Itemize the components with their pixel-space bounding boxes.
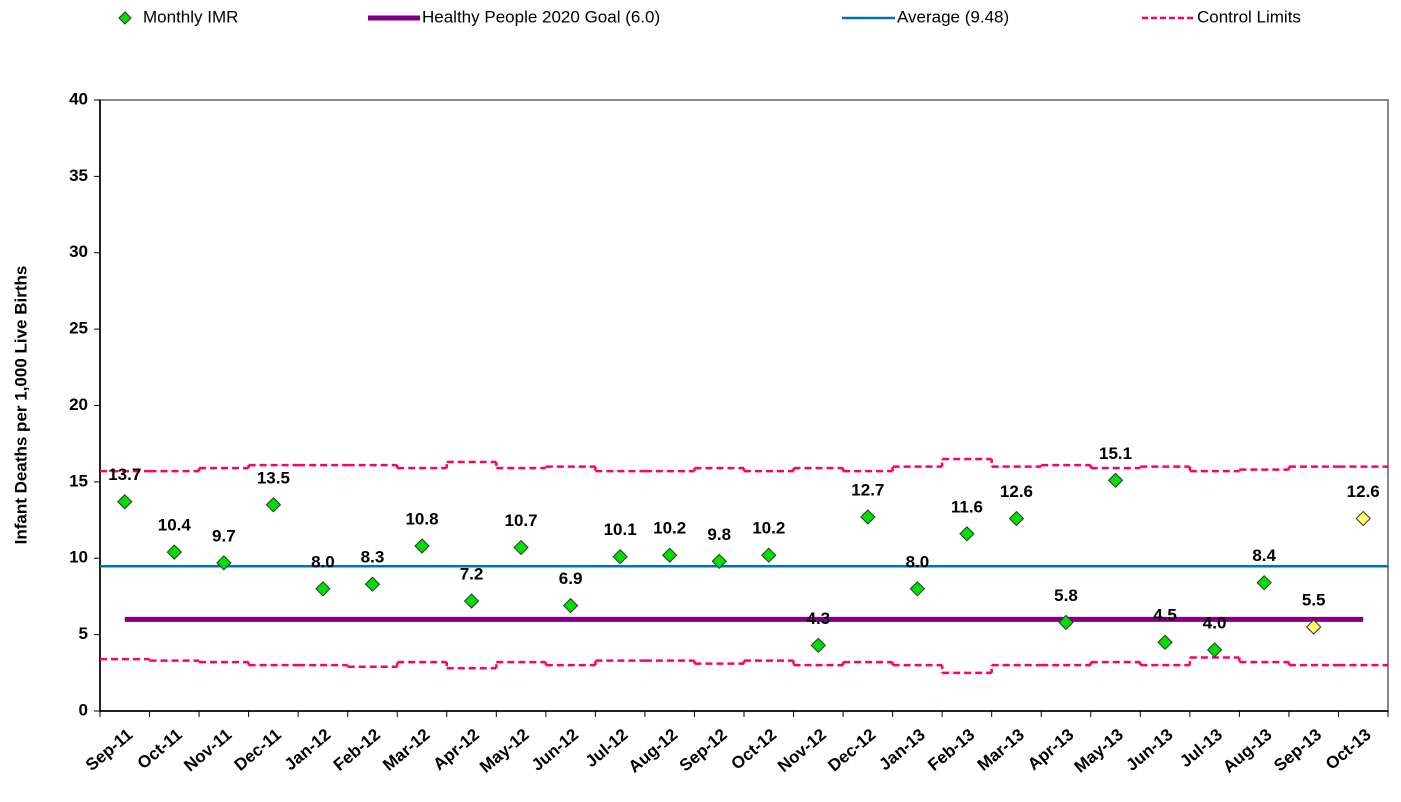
imr-point bbox=[364, 576, 381, 592]
y-tick-label: 35 bbox=[69, 166, 88, 185]
value-label: 13.5 bbox=[257, 468, 290, 487]
value-label: 12.7 bbox=[851, 480, 884, 499]
imr-point bbox=[562, 597, 579, 614]
x-tick-label: Jul-12 bbox=[582, 725, 632, 771]
y-tick-label: 30 bbox=[69, 242, 88, 261]
x-tick-label: Nov-11 bbox=[180, 725, 235, 775]
x-tick-label: Dec-11 bbox=[231, 725, 285, 775]
imr-point bbox=[959, 526, 975, 542]
y-tick-label: 5 bbox=[79, 624, 88, 643]
imr-point bbox=[265, 497, 282, 513]
imr-point bbox=[1256, 574, 1272, 591]
legend-label: Average (9.48) bbox=[897, 7, 1009, 26]
y-tick-label: 40 bbox=[69, 89, 88, 108]
x-tick-label: Jul-13 bbox=[1176, 725, 1226, 771]
imr-point bbox=[315, 581, 331, 597]
imr-point bbox=[711, 553, 727, 570]
x-tick-label: Feb-12 bbox=[330, 725, 384, 775]
x-tick-label: Jan-12 bbox=[281, 725, 334, 774]
value-label: 10.7 bbox=[505, 511, 538, 530]
value-label: 10.2 bbox=[752, 519, 785, 538]
value-label: 6.9 bbox=[559, 569, 583, 588]
x-tick-label: Feb-13 bbox=[924, 725, 978, 775]
value-label: 4.3 bbox=[806, 609, 830, 628]
value-label: 5.8 bbox=[1054, 586, 1078, 605]
x-tick-label: Apr-13 bbox=[1024, 725, 1077, 774]
x-tick-label: Oct-12 bbox=[727, 725, 780, 774]
imr-point bbox=[1058, 614, 1074, 631]
imr-point bbox=[909, 581, 926, 597]
imr-point bbox=[463, 593, 480, 609]
x-tick-label: Oct-13 bbox=[1322, 725, 1375, 774]
x-tick-label: Apr-12 bbox=[430, 725, 483, 774]
value-label: 13.7 bbox=[108, 465, 141, 484]
x-tick-label: Jun-12 bbox=[528, 725, 582, 775]
legend-label: Monthly IMR bbox=[143, 7, 238, 26]
imr-point bbox=[860, 509, 876, 525]
value-label: 15.1 bbox=[1099, 444, 1132, 463]
value-label: 5.5 bbox=[1302, 590, 1326, 609]
value-label: 4.5 bbox=[1153, 606, 1177, 625]
imr-point bbox=[761, 547, 777, 563]
y-tick-label: 20 bbox=[69, 395, 88, 414]
value-label: 8.0 bbox=[906, 552, 930, 571]
value-label: 7.2 bbox=[460, 565, 484, 584]
x-tick-label: Mar-13 bbox=[974, 725, 1028, 775]
y-axis-title: Infant Deaths per 1,000 Live Births bbox=[11, 266, 30, 545]
x-tick-label: Jan-13 bbox=[875, 725, 928, 774]
value-label: 12.6 bbox=[1000, 482, 1033, 501]
imr-point bbox=[612, 549, 628, 565]
x-tick-label: Dec-12 bbox=[824, 725, 879, 775]
legend-label: Control Limits bbox=[1197, 7, 1301, 26]
imr-point bbox=[1008, 510, 1025, 527]
x-tick-label: Sep-13 bbox=[1270, 725, 1325, 775]
x-tick-label: Jun-13 bbox=[1122, 725, 1176, 775]
value-label: 4.0 bbox=[1203, 613, 1227, 632]
value-label: 11.6 bbox=[951, 497, 983, 516]
imr-point bbox=[810, 637, 827, 654]
y-tick-label: 0 bbox=[79, 700, 88, 719]
y-tick-label: 15 bbox=[69, 471, 88, 490]
imr-point bbox=[1157, 634, 1173, 650]
value-label: 10.8 bbox=[405, 510, 438, 529]
imr-point bbox=[1206, 642, 1223, 658]
value-label: 8.0 bbox=[311, 552, 335, 571]
value-label: 8.4 bbox=[1252, 546, 1276, 565]
x-tick-label: Mar-12 bbox=[379, 725, 433, 775]
x-tick-label: Sep-12 bbox=[676, 725, 731, 775]
imr-point bbox=[1107, 472, 1124, 489]
value-label: 9.7 bbox=[212, 526, 236, 545]
imr-point bbox=[117, 494, 133, 510]
x-tick-label: Sep-11 bbox=[82, 725, 136, 775]
x-tick-label: Aug-13 bbox=[1219, 725, 1275, 777]
x-tick-label: May-13 bbox=[1071, 725, 1127, 777]
imr-point bbox=[661, 547, 678, 563]
imr-point bbox=[513, 539, 529, 556]
imr-point bbox=[1305, 619, 1322, 635]
y-tick-label: 10 bbox=[69, 548, 88, 567]
value-label: 10.1 bbox=[604, 520, 637, 539]
x-tick-label: May-12 bbox=[476, 725, 532, 777]
value-label: 10.2 bbox=[653, 519, 686, 538]
x-tick-label: Oct-11 bbox=[134, 725, 186, 773]
x-tick-label: Aug-12 bbox=[625, 725, 681, 777]
legend-marker bbox=[118, 11, 132, 25]
imr-point bbox=[166, 544, 183, 560]
imr-point bbox=[414, 538, 430, 554]
value-label: 10.4 bbox=[158, 516, 192, 535]
value-label: 12.6 bbox=[1347, 482, 1380, 501]
value-label: 9.8 bbox=[707, 525, 731, 544]
x-tick-label: Nov-12 bbox=[774, 725, 830, 776]
value-label: 8.3 bbox=[361, 548, 385, 567]
imr-point bbox=[216, 555, 232, 571]
imr-point bbox=[1355, 510, 1371, 527]
y-tick-label: 25 bbox=[69, 319, 88, 338]
legend-label: Healthy People 2020 Goal (6.0) bbox=[422, 7, 660, 26]
